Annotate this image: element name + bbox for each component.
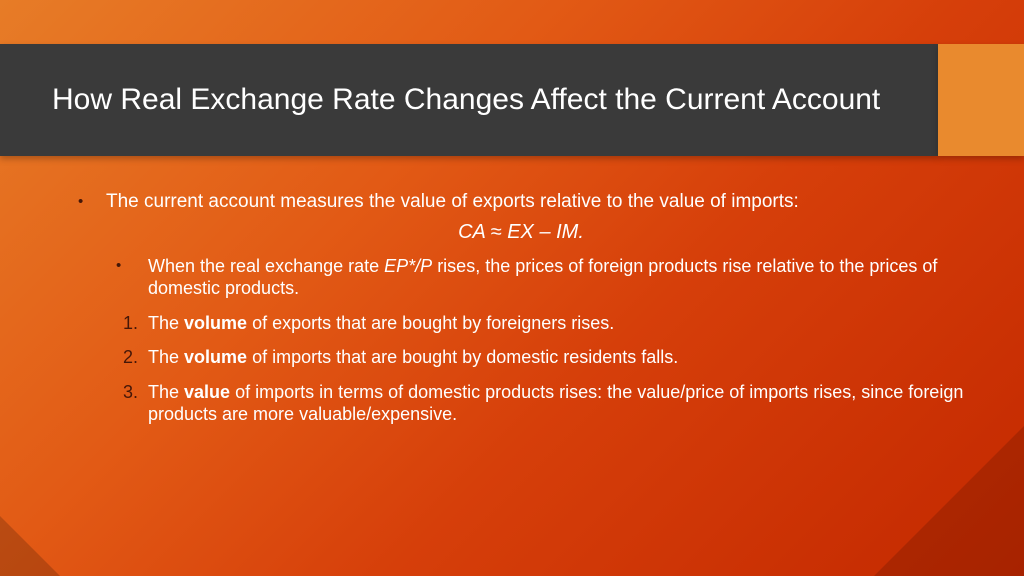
numbered-item-2: 2. The volume of imports that are bought… <box>116 346 964 369</box>
bullet-item: • The current account measures the value… <box>78 190 964 214</box>
title-accent-block <box>938 44 1024 156</box>
sub-bullet-text: When the real exchange rate EP*/P rises,… <box>148 255 964 300</box>
slide-content: • The current account measures the value… <box>78 190 964 438</box>
text-fragment: of imports in terms of domestic products… <box>148 382 963 425</box>
text-fragment: The <box>148 347 184 367</box>
bold-term: volume <box>184 347 247 367</box>
bullet-text: The current account measures the value o… <box>106 190 964 214</box>
numbered-text: The volume of imports that are bought by… <box>148 346 964 369</box>
numbered-text: The volume of exports that are bought by… <box>148 312 964 335</box>
bullet-mark-icon: • <box>116 255 148 300</box>
text-fragment: When the real exchange rate <box>148 256 384 276</box>
italic-term: EP*/P <box>384 256 432 276</box>
numbered-text: The value of imports in terms of domesti… <box>148 381 964 426</box>
sub-list: • When the real exchange rate EP*/P rise… <box>116 255 964 426</box>
bold-term: volume <box>184 313 247 333</box>
equation-text: CA ≈ EX – IM. <box>78 220 964 245</box>
text-fragment: The <box>148 313 184 333</box>
slide-title: How Real Exchange Rate Changes Affect th… <box>0 44 938 156</box>
decorative-triangle-br <box>874 426 1024 576</box>
bold-term: value <box>184 382 230 402</box>
text-fragment: of imports that are bought by domestic r… <box>247 347 678 367</box>
bullet-mark-icon: • <box>78 190 106 214</box>
text-fragment: The <box>148 382 184 402</box>
numbered-item-1: 1. The volume of exports that are bought… <box>116 312 964 335</box>
decorative-triangle-bl <box>0 516 60 576</box>
text-fragment: of exports that are bought by foreigners… <box>247 313 614 333</box>
number-mark: 3. <box>116 381 148 426</box>
number-mark: 2. <box>116 346 148 369</box>
numbered-item-3: 3. The value of imports in terms of dome… <box>116 381 964 426</box>
number-mark: 1. <box>116 312 148 335</box>
sub-bullet-item: • When the real exchange rate EP*/P rise… <box>116 255 964 300</box>
title-bar: How Real Exchange Rate Changes Affect th… <box>0 44 1024 156</box>
